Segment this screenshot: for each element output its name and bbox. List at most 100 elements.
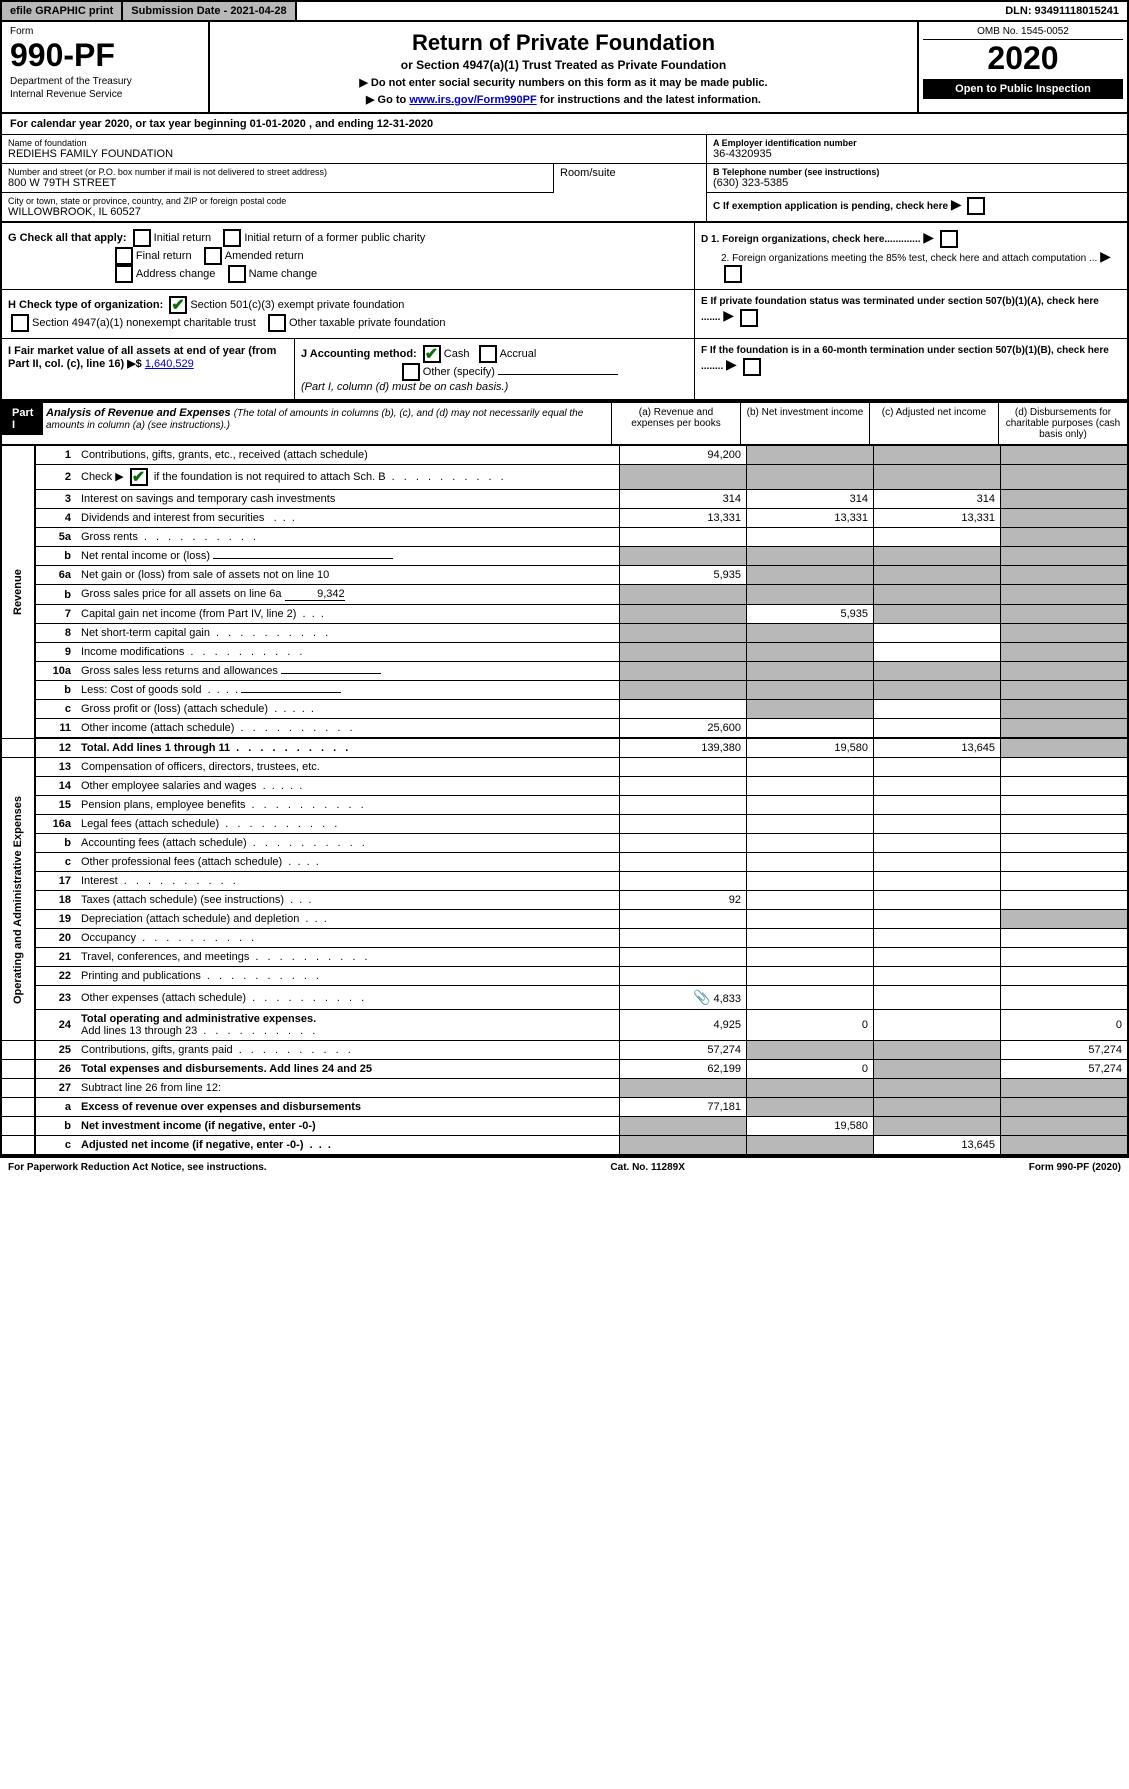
table-row: 5a Gross rents [1,528,1128,547]
ij-row: I Fair market value of all assets at end… [0,339,1129,401]
h-check-row: H Check type of organization: Section 50… [0,290,1129,339]
arrow-icon: ▶ [726,356,737,372]
cell-c: 13,645 [874,1136,1001,1156]
table-row: a Excess of revenue over expenses and di… [1,1098,1128,1117]
dots-icon [201,970,322,982]
name-label: Name of foundation [8,138,700,148]
g-label: G Check all that apply: [8,232,127,244]
row-num: 11 [35,719,76,739]
attachment-icon[interactable]: 📎 [693,989,710,1006]
d-checks: D 1. Foreign organizations, check here..… [694,223,1127,289]
row-num: 14 [35,777,76,796]
room-cell: Room/suite [554,164,706,193]
form-container: efile GRAPHIC print Submission Date - 20… [0,0,1129,1177]
arrow-icon: ▶ [951,196,962,212]
table-row: 6a Net gain or (loss) from sale of asset… [1,566,1128,585]
cell-b: 13,331 [747,509,874,528]
dln: DLN: 93491118015241 [997,2,1127,20]
gross-sales-ra-input[interactable] [281,673,381,674]
efile-label: efile GRAPHIC print [2,2,123,20]
accrual-checkbox[interactable] [479,345,497,363]
dots-icon [118,875,239,887]
row-num: 7 [35,605,76,624]
info-grid: Name of foundation REDIEHS FAMILY FOUNDA… [0,135,1129,223]
city-cell: City or town, state or province, country… [2,193,706,221]
f-label: F If the foundation is in a 60-month ter… [701,345,1109,372]
irs-link[interactable]: www.irs.gov/Form990PF [409,94,536,106]
cell-c [874,446,1001,465]
other-taxable-checkbox[interactable] [268,314,286,332]
row-num: 8 [35,624,76,643]
phone-cell: B Telephone number (see instructions) (6… [707,164,1127,193]
d1-checkbox[interactable] [940,230,958,248]
e-checkbox[interactable] [740,309,758,327]
table-row: 8 Net short-term capital gain [1,624,1128,643]
row-label: Compensation of officers, directors, tru… [76,758,620,777]
final-return-checkbox[interactable] [115,247,133,265]
dept-irs: Internal Revenue Service [10,89,200,100]
sec4947-checkbox[interactable] [11,314,29,332]
cell-b: 19,580 [747,738,874,758]
city-state-zip: WILLOWBROOK, IL 60527 [8,206,700,218]
address-change-checkbox[interactable] [115,265,133,283]
row-label: Legal fees (attach schedule) [76,815,620,834]
other-spec-checkbox[interactable] [402,363,420,381]
row-num: 17 [35,872,76,891]
accrual-label: Accrual [500,348,537,360]
cash-checkbox[interactable] [423,345,441,363]
table-row: 9 Income modifications [1,643,1128,662]
fmv-value[interactable]: 1,640,529 [145,358,194,370]
dots-icon [184,646,305,658]
table-row: 12 Total. Add lines 1 through 11 139,380… [1,738,1128,758]
table-row: 14 Other employee salaries and wages . .… [1,777,1128,796]
g-checks: G Check all that apply: Initial return I… [2,223,694,289]
tax-year: 2020 [923,40,1123,77]
gross-sales-input[interactable]: 9,342 [285,588,345,601]
cell-a: 25,600 [620,719,747,739]
initial-return-checkbox[interactable] [133,229,151,247]
table-row: 17 Interest [1,872,1128,891]
part1-badge-cell: Part I [2,403,42,444]
row-num: a [35,1098,76,1117]
amended-return-checkbox[interactable] [204,247,222,265]
amended-return-label: Amended return [225,250,304,262]
row-label: Gross sales price for all assets on line… [76,585,620,605]
cell-a: 92 [620,891,747,910]
other-spec-input[interactable] [498,374,618,375]
schb-checkbox[interactable] [130,468,148,486]
cell-a: 4,925 [620,1010,747,1041]
cell-a: 📎 4,833 [620,986,747,1010]
d2-checkbox[interactable] [724,265,742,283]
i-cell: I Fair market value of all assets at end… [2,339,295,399]
dots-icon [210,627,331,639]
table-row: 7 Capital gain net income (from Part IV,… [1,605,1128,624]
initial-former-checkbox[interactable] [223,229,241,247]
row-num: 27 [35,1079,76,1098]
cell-d: 57,274 [1001,1041,1129,1060]
phone-label: B Telephone number (see instructions) [713,167,1121,177]
c-checkbox[interactable] [967,197,985,215]
cell-a: 57,274 [620,1041,747,1060]
dots-icon [138,531,259,543]
form-label: Form [10,26,200,37]
sec501-checkbox[interactable] [169,296,187,314]
opex-side-label: Operating and Administrative Expenses [1,758,35,1041]
row-label: Taxes (attach schedule) (see instruction… [76,891,620,910]
row-num: 21 [35,948,76,967]
cogs-input[interactable] [241,692,341,693]
name-change-checkbox[interactable] [228,265,246,283]
f-checkbox[interactable] [743,358,761,376]
j-note: (Part I, column (d) must be on cash basi… [301,381,508,393]
other-spec-label: Other (specify) [423,366,495,378]
row-num: 20 [35,929,76,948]
part1-header-row: Part I Analysis of Revenue and Expenses … [0,401,1129,446]
dots-icon [234,722,355,734]
row-num: 10a [35,662,76,681]
cell-a: 77,181 [620,1098,747,1117]
dots-icon [249,951,370,963]
row-num: b [35,681,76,700]
rental-input[interactable] [213,558,393,559]
h-label: H Check type of organization: [8,299,163,311]
row-num: b [35,1117,76,1136]
other-taxable-label: Other taxable private foundation [289,317,446,329]
